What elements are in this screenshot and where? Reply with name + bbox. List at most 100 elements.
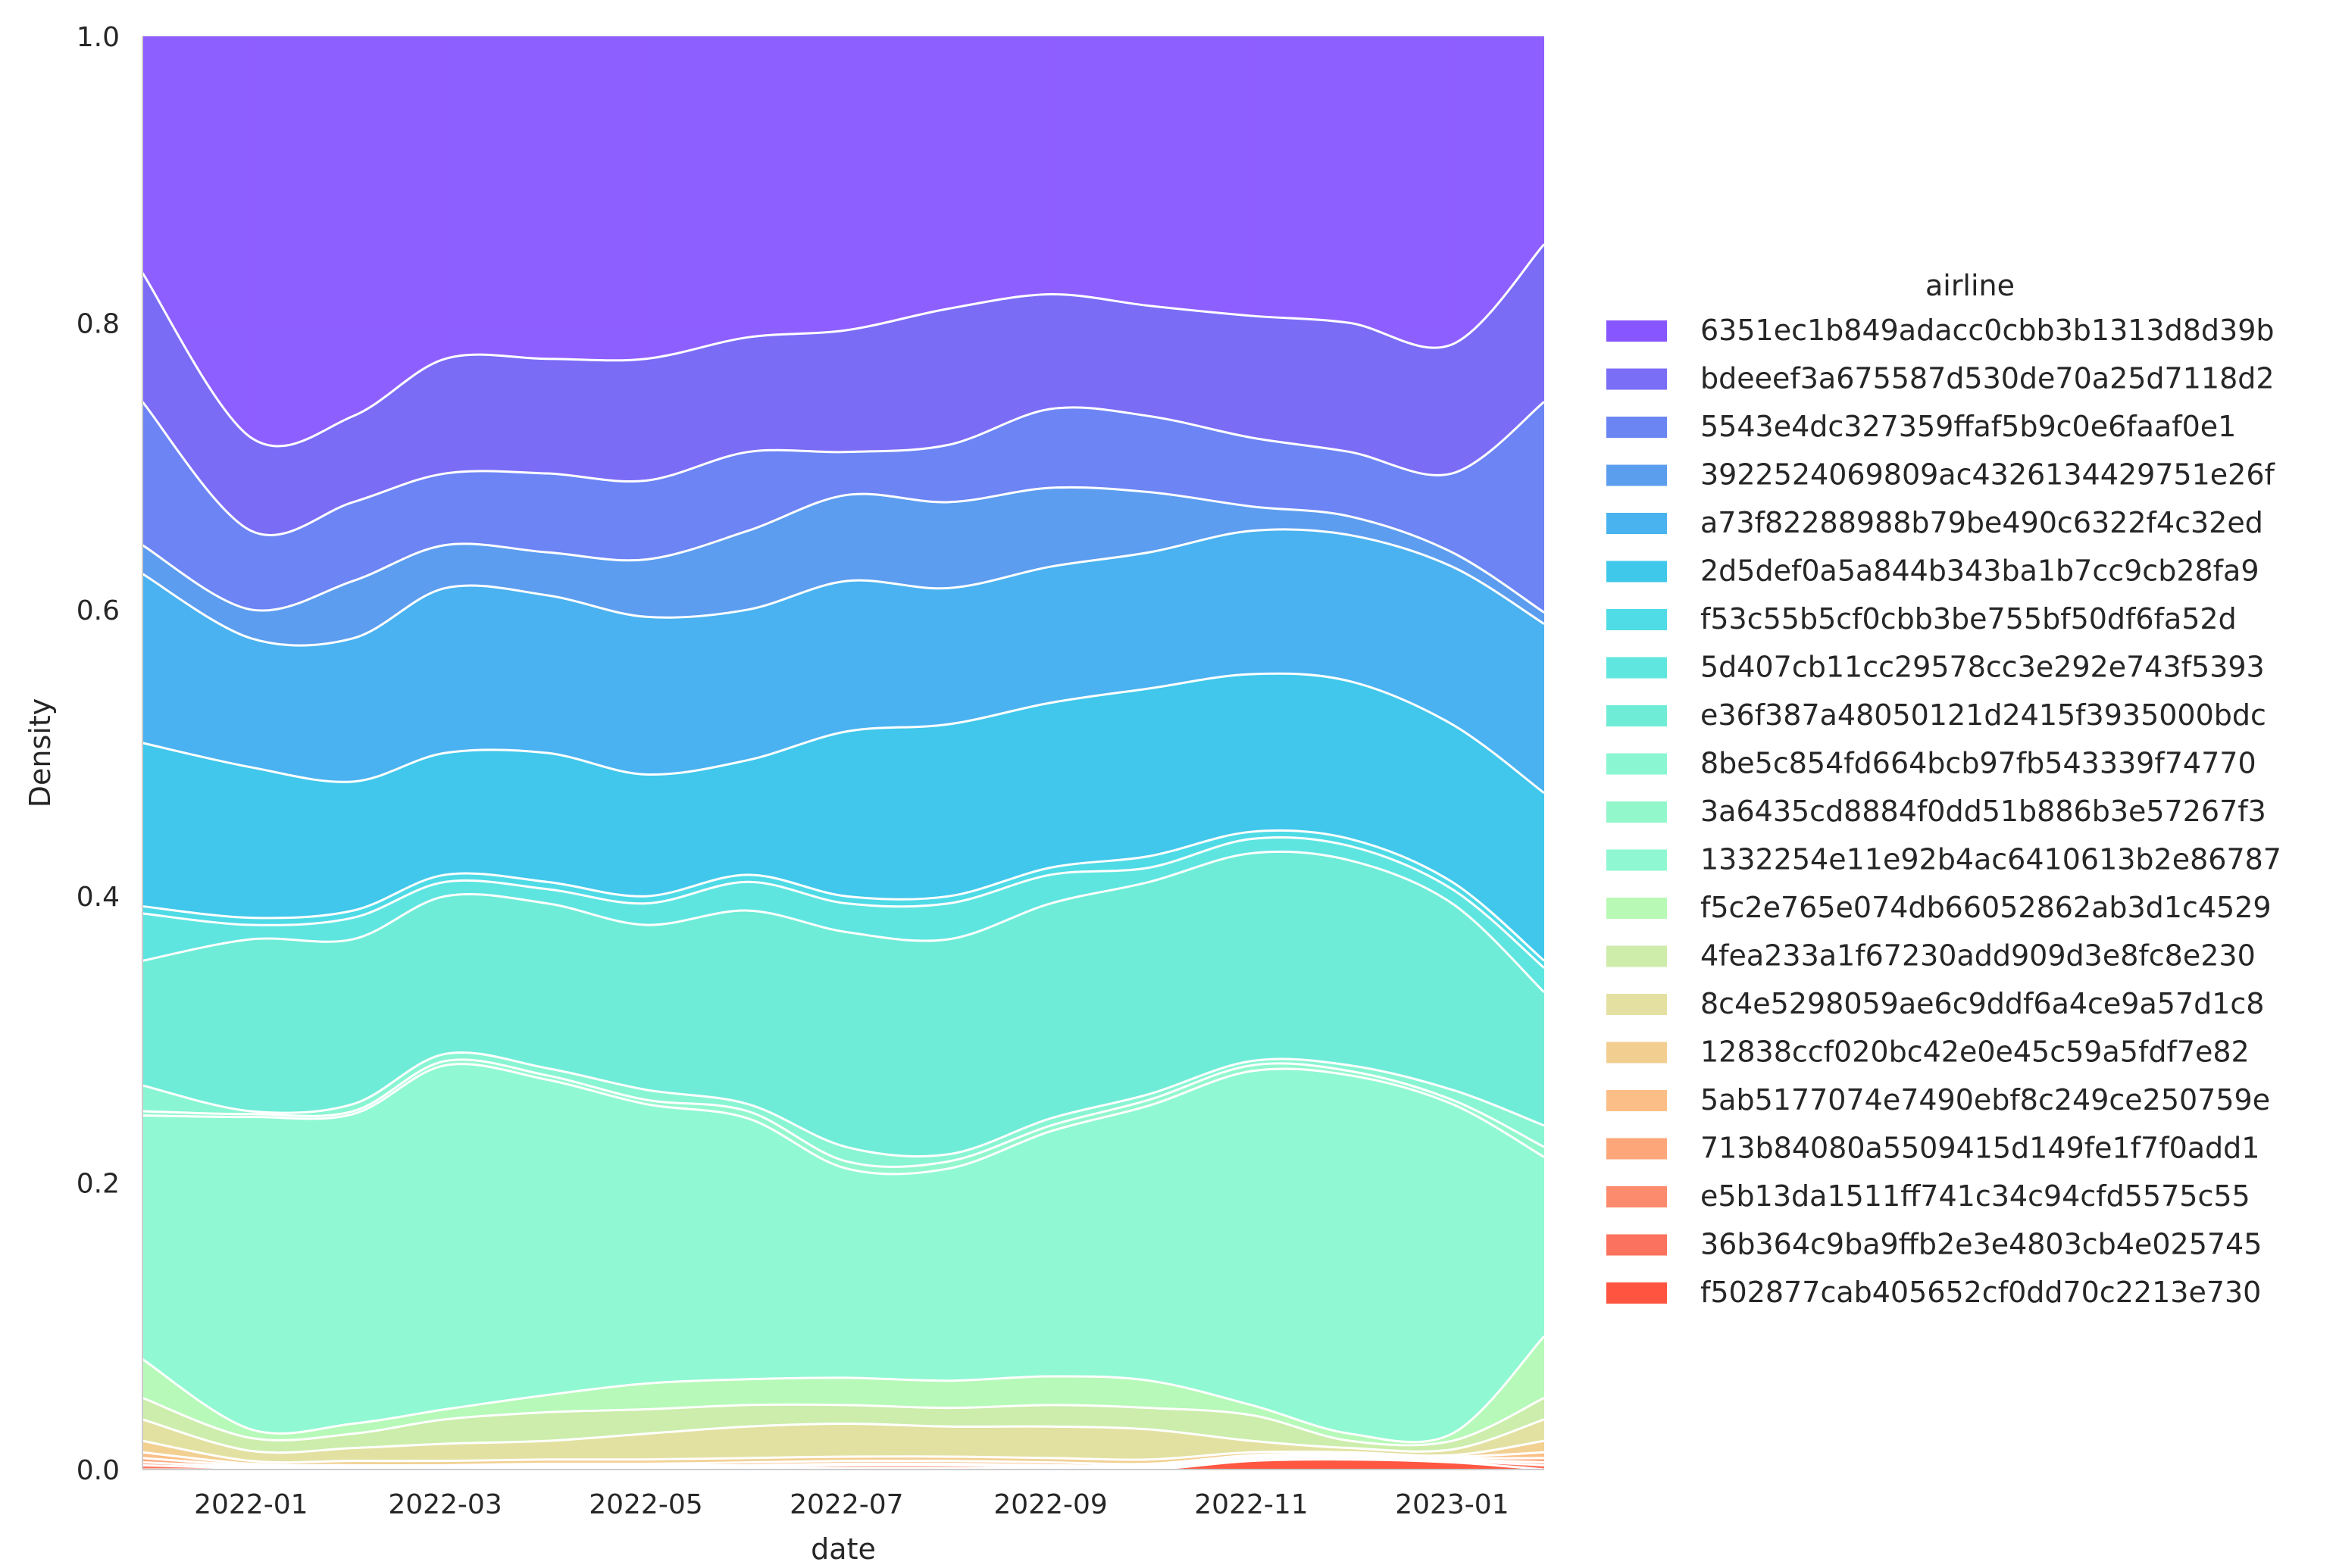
legend-item: 3922524069809ac4326134429751e26f	[1606, 458, 2276, 492]
legend-item: f53c55b5cf0cbb3be755bf50df6fa52d	[1606, 602, 2237, 636]
legend-label: 5d407cb11cc29578cc3e292e743f5393	[1700, 651, 2265, 684]
y-tick-label: 0.4	[77, 882, 120, 913]
legend-item: e36f387a48050121d2415f3935000bdc	[1606, 698, 2266, 732]
legend-swatch	[1606, 753, 1667, 775]
area-edge-11	[142, 1058, 1545, 1168]
legend-item: 4fea233a1f67230add909d3e8fc8e230	[1606, 939, 2256, 973]
legend-swatch	[1606, 801, 1667, 823]
legend-label: 1332254e11e92b4ac6410613b2e86787	[1700, 843, 2281, 876]
legend-label: 713b84080a5509415d149fe1f7f0add1	[1700, 1132, 2259, 1165]
legend-swatch	[1606, 1138, 1667, 1160]
legend-label: e5b13da1511ff741c34c94cfd5575c55	[1700, 1179, 2250, 1213]
legend-label: 2d5def0a5a844b343ba1b7cc9cb28fa9	[1700, 554, 2259, 588]
area-edge-12	[142, 1063, 1545, 1176]
legend-item: 36b364c9ba9ffb2e3e4803cb4e025745	[1606, 1228, 2262, 1261]
area-edge-2	[141, 243, 1546, 448]
legend-label: 8c4e5298059ae6c9ddf6a4ce9a57d1c8	[1700, 987, 2265, 1020]
y-axis-title: Density	[23, 698, 57, 807]
area-edge-7	[142, 829, 1545, 962]
legend-swatch	[1606, 994, 1667, 1015]
legend-label: 5ab5177074e7490ebf8c249ce250759e	[1700, 1083, 2270, 1117]
area-edge-8	[142, 836, 1545, 969]
legend-label: 8be5c854fd664bcb97fb543339f74770	[1700, 747, 2256, 780]
legend-swatch	[1606, 1234, 1667, 1256]
legend-swatch	[1606, 368, 1667, 390]
area-edge-13	[142, 1335, 1546, 1444]
legend-label: a73f82288988b79be490c6322f4c32ed	[1700, 506, 2263, 539]
legend-item: 5543e4dc327359ffaf5b9c0e6faaf0e1	[1606, 410, 2236, 443]
legend-swatch	[1606, 464, 1667, 486]
area-edge-20	[142, 1457, 1545, 1470]
area-edge-6	[142, 672, 1545, 795]
area-edge-5	[142, 528, 1545, 647]
legend-item: 8c4e5298059ae6c9ddf6a4ce9a57d1c8	[1606, 987, 2265, 1020]
legend-swatch	[1606, 898, 1667, 919]
legend-item: 5d407cb11cc29578cc3e292e743f5393	[1606, 651, 2265, 684]
legend-swatch	[1606, 609, 1667, 630]
x-tick-label: 2022-09	[993, 1489, 1107, 1520]
area-band-21	[142, 1459, 1544, 1470]
area-band-12	[142, 1064, 1544, 1470]
legend-swatch	[1606, 513, 1667, 534]
legend-label: f5c2e765e074db66052862ab3d1c4529	[1700, 891, 2272, 924]
legend-item: f5c2e765e074db66052862ab3d1c4529	[1606, 891, 2272, 924]
legend-swatch	[1606, 657, 1667, 679]
y-tick-label: 0.2	[77, 1169, 120, 1200]
area-edge-15	[142, 1418, 1545, 1454]
legend-item: e5b13da1511ff741c34c94cfd5575c55	[1606, 1179, 2250, 1213]
legend-item: 713b84080a5509415d149fe1f7f0add1	[1606, 1132, 2259, 1165]
legend-swatch	[1606, 417, 1667, 438]
legend-item: 1332254e11e92b4ac6410613b2e86787	[1606, 843, 2281, 876]
area-edge-10	[142, 1051, 1545, 1158]
area-edge-9	[142, 850, 1546, 994]
legend-label: f502877cab405652cf0dd70c2213e730	[1700, 1276, 2261, 1309]
legend-item: f502877cab405652cf0dd70c2213e730	[1606, 1276, 2261, 1309]
legend-item: 2d5def0a5a844b343ba1b7cc9cb28fa9	[1606, 554, 2259, 588]
legend-label: bdeeef3a675587d530de70a25d7118d2	[1700, 362, 2275, 395]
legend-item: 12838ccf020bc42e0e45c59a5fdf7e82	[1606, 1035, 2250, 1069]
legend-label: 3922524069809ac4326134429751e26f	[1700, 458, 2276, 492]
legend-label: e36f387a48050121d2415f3935000bdc	[1700, 698, 2266, 732]
y-tick-label: 0.8	[77, 308, 120, 339]
legend-label: f53c55b5cf0cbb3be755bf50df6fa52d	[1700, 602, 2237, 636]
legend-swatch	[1606, 1042, 1667, 1064]
legend-item: 5ab5177074e7490ebf8c249ce250759e	[1606, 1083, 2270, 1117]
y-tick-label: 1.0	[77, 22, 120, 53]
x-axis-title: date	[811, 1532, 876, 1566]
y-tick-label: 0.0	[77, 1455, 120, 1486]
x-tick-label: 2022-05	[589, 1489, 702, 1520]
area-edge-14	[142, 1396, 1545, 1447]
legend-label: 6351ec1b849adacc0cbb3b1313d8d39b	[1700, 314, 2275, 347]
x-tick-label: 2022-01	[194, 1489, 308, 1520]
legend-label: 4fea233a1f67230add909d3e8fc8e230	[1700, 939, 2256, 973]
x-tick-label: 2022-11	[1194, 1489, 1308, 1520]
legend-swatch	[1606, 1186, 1667, 1207]
legend-label: 3a6435cd8884f0dd51b886b3e57267f3	[1700, 795, 2266, 828]
area-edge-3	[141, 401, 1545, 536]
area-edge-4	[142, 486, 1545, 614]
legend-swatch	[1606, 561, 1667, 583]
legend-title: airline	[1925, 269, 2015, 302]
legend-item: 6351ec1b849adacc0cbb3b1313d8d39b	[1606, 314, 2275, 347]
legend-swatch	[1606, 320, 1667, 342]
legend-swatch	[1606, 705, 1667, 726]
legend-item: bdeeef3a675587d530de70a25d7118d2	[1606, 362, 2275, 395]
legend-swatch	[1606, 1090, 1667, 1111]
legend-swatch	[1606, 849, 1667, 871]
legend-item: 8be5c854fd664bcb97fb543339f74770	[1606, 747, 2256, 780]
legend-swatch	[1606, 1282, 1667, 1304]
legend-swatch	[1606, 945, 1667, 967]
legend-label: 36b364c9ba9ffb2e3e4803cb4e025745	[1700, 1228, 2262, 1261]
area-edge-16	[142, 1439, 1545, 1464]
legend-item: 3a6435cd8884f0dd51b886b3e57267f3	[1606, 795, 2266, 828]
y-tick-label: 0.6	[77, 595, 120, 626]
area-edge-18	[142, 1454, 1545, 1468]
x-tick-label: 2022-07	[790, 1489, 903, 1520]
x-tick-label: 2023-01	[1395, 1489, 1509, 1520]
legend-item: a73f82288988b79be490c6322f4c32ed	[1606, 506, 2263, 539]
legend-label: 12838ccf020bc42e0e45c59a5fdf7e82	[1700, 1035, 2250, 1069]
x-tick-label: 2022-03	[388, 1489, 502, 1520]
area-edge-17	[142, 1451, 1545, 1467]
